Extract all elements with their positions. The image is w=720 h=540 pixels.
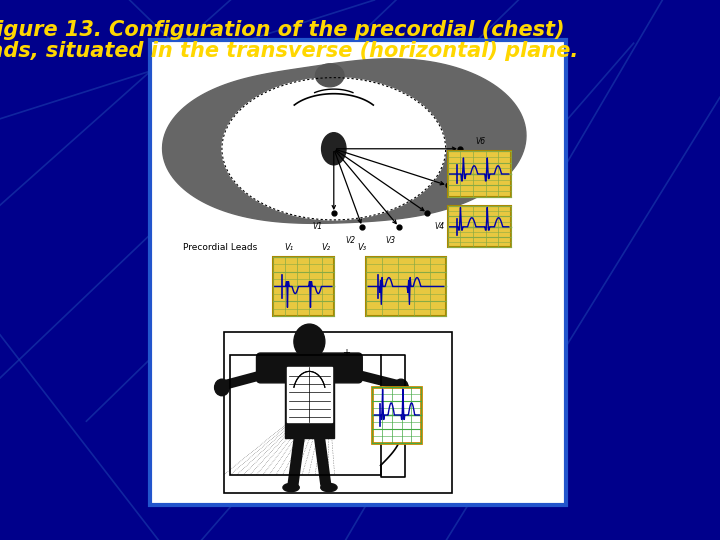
Text: leads, situated in the transverse (horizontal) plane.: leads, situated in the transverse (horiz… <box>0 41 579 62</box>
Text: Figure 13. Configuration of the precordial (chest): Figure 13. Configuration of the precordi… <box>0 19 565 40</box>
Bar <box>150 40 566 505</box>
